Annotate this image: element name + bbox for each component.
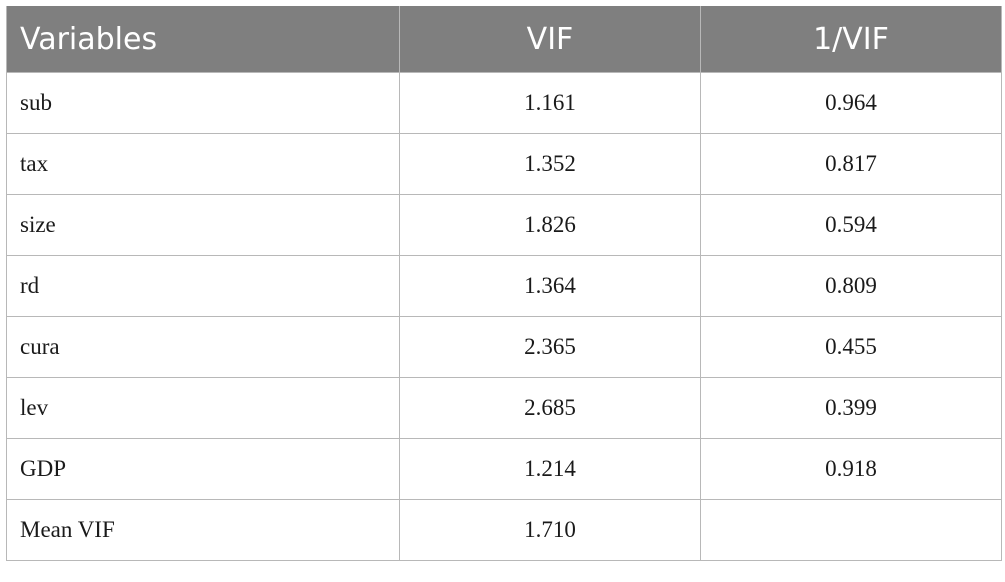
inverse-vif-cell: 0.918	[700, 438, 1002, 500]
variable-cell: lev	[6, 377, 400, 439]
table-row: rd 1.364 0.809	[6, 255, 1002, 317]
table-row: GDP 1.214 0.918	[6, 438, 1002, 500]
table-body: sub 1.161 0.964 tax 1.352 0.817 size 1.8…	[6, 72, 1002, 561]
vif-table: Variables VIF 1/VIF sub 1.161 0.964 tax …	[6, 6, 1002, 561]
vif-cell: 1.352	[399, 133, 701, 195]
vif-cell: 1.826	[399, 194, 701, 256]
inverse-vif-cell: 0.594	[700, 194, 1002, 256]
inverse-vif-cell: 0.399	[700, 377, 1002, 439]
vif-cell: 1.364	[399, 255, 701, 317]
inverse-vif-cell: 0.817	[700, 133, 1002, 195]
variable-cell: Mean VIF	[6, 499, 400, 561]
inverse-vif-cell	[700, 499, 1002, 561]
variable-cell: rd	[6, 255, 400, 317]
variable-cell: GDP	[6, 438, 400, 500]
variable-cell: tax	[6, 133, 400, 195]
variable-cell: size	[6, 194, 400, 256]
vif-cell: 1.161	[399, 72, 701, 134]
header-inverse-vif: 1/VIF	[700, 6, 1002, 73]
vif-cell: 1.214	[399, 438, 701, 500]
table-row: tax 1.352 0.817	[6, 133, 1002, 195]
vif-cell: 2.685	[399, 377, 701, 439]
table-row-mean-vif: Mean VIF 1.710	[6, 499, 1002, 561]
table-row: sub 1.161 0.964	[6, 72, 1002, 134]
vif-table-container: Variables VIF 1/VIF sub 1.161 0.964 tax …	[6, 6, 1002, 564]
vif-cell: 2.365	[399, 316, 701, 378]
inverse-vif-cell: 0.964	[700, 72, 1002, 134]
header-variables: Variables	[6, 6, 400, 73]
table-row: size 1.826 0.594	[6, 194, 1002, 256]
table-header: Variables VIF 1/VIF	[6, 6, 1002, 73]
header-row: Variables VIF 1/VIF	[6, 6, 1002, 73]
variable-cell: sub	[6, 72, 400, 134]
inverse-vif-cell: 0.455	[700, 316, 1002, 378]
header-vif: VIF	[399, 6, 701, 73]
inverse-vif-cell: 0.809	[700, 255, 1002, 317]
vif-cell: 1.710	[399, 499, 701, 561]
table-row: lev 2.685 0.399	[6, 377, 1002, 439]
variable-cell: cura	[6, 316, 400, 378]
table-row: cura 2.365 0.455	[6, 316, 1002, 378]
